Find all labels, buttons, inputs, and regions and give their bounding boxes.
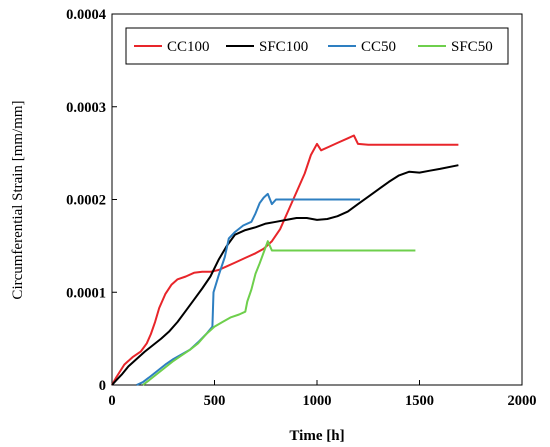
x-tick-label: 1000 [303,393,332,409]
series-line-cc50 [136,192,360,386]
y-tick-label: 0.0003 [66,100,106,116]
x-tick-label: 1500 [405,393,434,409]
y-tick-label: 0 [99,378,106,394]
series-line-cc100 [111,134,459,386]
y-tick-label: 0.0001 [66,285,106,301]
legend-label-cc100: CC100 [167,39,210,55]
legend-label-cc50: CC50 [361,39,396,55]
x-tick-label: 500 [204,393,226,409]
y-tick-label: 0.0002 [66,193,106,209]
legend-label-sfc100: SFC100 [259,39,308,55]
y-axis-label: Circumferential Strain [mm/mm] [10,100,26,299]
y-tick-label: 0.0004 [66,7,106,23]
x-tick-label: 0 [108,393,115,409]
legend-label-sfc50: SFC50 [451,39,493,55]
legend: CC100 SFC100 CC50 SFC50 [134,39,493,55]
x-tick-label: 2000 [508,393,537,409]
series-line-sfc50 [142,240,416,386]
series-line-sfc100 [111,164,459,386]
series-lines [111,134,459,386]
x-axis-label: Time [h] [289,428,344,444]
axis-ticks: 0 500 1000 1500 2000 0 0.0001 0.0002 0.0003 0.000… [66,7,536,409]
